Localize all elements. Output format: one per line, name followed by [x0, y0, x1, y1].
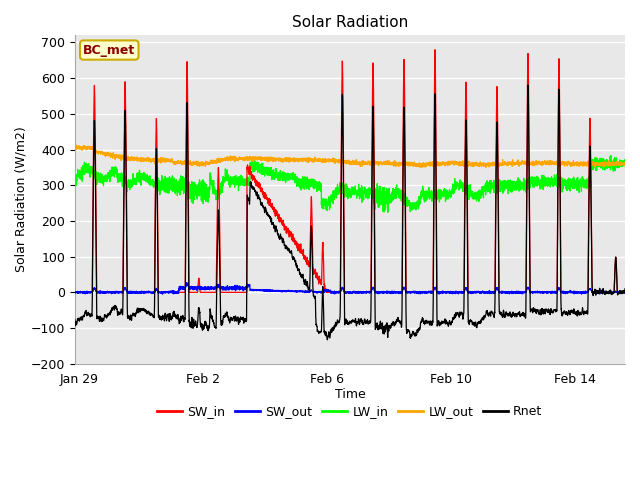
- SW_out: [183, 280, 191, 286]
- Line: LW_out: LW_out: [75, 145, 625, 167]
- Y-axis label: Solar Radiation (W/m2): Solar Radiation (W/m2): [15, 127, 28, 273]
- LW_out: [482, 164, 490, 170]
- SW_in: [431, 47, 439, 53]
- LW_in: [604, 158, 612, 164]
- SW_out: [307, 288, 314, 293]
- LW_out: [302, 156, 310, 162]
- LW_in: [577, 183, 585, 189]
- Rnet: [621, 286, 629, 292]
- LW_in: [302, 180, 310, 186]
- LW_out: [471, 160, 479, 166]
- Rnet: [333, 323, 340, 328]
- SW_out: [303, 289, 310, 295]
- SW_out: [621, 290, 629, 296]
- LW_out: [73, 142, 81, 148]
- SW_in: [471, 289, 479, 295]
- LW_out: [577, 159, 585, 165]
- LW_out: [307, 157, 314, 163]
- Rnet: [605, 290, 612, 296]
- SW_out: [159, 291, 166, 297]
- SW_in: [604, 289, 612, 295]
- SW_in: [302, 259, 310, 264]
- SW_in: [71, 289, 79, 295]
- LW_out: [333, 156, 340, 162]
- LW_out: [621, 161, 629, 167]
- LW_in: [607, 153, 614, 158]
- LW_in: [471, 192, 479, 198]
- Rnet: [71, 317, 79, 323]
- LW_out: [71, 146, 79, 152]
- SW_out: [577, 289, 585, 295]
- SW_in: [332, 289, 340, 295]
- SW_in: [307, 230, 314, 236]
- Rnet: [577, 311, 585, 316]
- LW_in: [332, 188, 340, 193]
- Rnet: [471, 322, 479, 328]
- Rnet: [307, 253, 314, 259]
- Line: LW_in: LW_in: [75, 156, 625, 212]
- SW_out: [71, 289, 79, 295]
- LW_in: [384, 209, 392, 215]
- SW_out: [333, 288, 340, 294]
- Title: Solar Radiation: Solar Radiation: [292, 15, 408, 30]
- Line: SW_in: SW_in: [75, 50, 625, 292]
- Rnet: [524, 82, 532, 88]
- Legend: SW_in, SW_out, LW_in, LW_out, Rnet: SW_in, SW_out, LW_in, LW_out, Rnet: [152, 400, 547, 423]
- LW_in: [621, 163, 629, 168]
- Rnet: [323, 337, 331, 343]
- LW_in: [307, 181, 314, 187]
- X-axis label: Time: Time: [335, 388, 365, 401]
- Line: Rnet: Rnet: [75, 85, 625, 340]
- Text: BC_met: BC_met: [83, 44, 136, 57]
- LW_in: [71, 173, 79, 179]
- SW_out: [605, 290, 612, 296]
- SW_in: [577, 289, 585, 295]
- Line: SW_out: SW_out: [75, 283, 625, 294]
- Rnet: [302, 280, 310, 286]
- SW_in: [621, 289, 629, 295]
- SW_out: [471, 288, 479, 294]
- LW_out: [605, 161, 612, 167]
